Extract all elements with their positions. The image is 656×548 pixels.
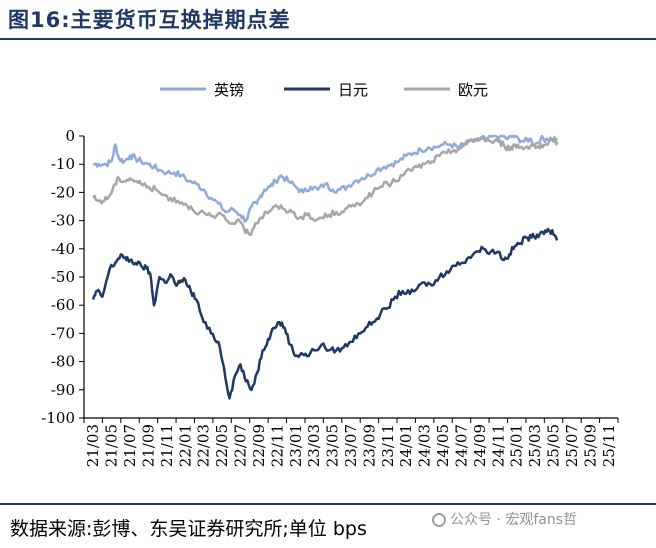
wechat-icon [432,513,446,527]
top-rule [0,38,656,40]
x-tick-label: 24/07 [452,424,470,467]
y-tick-label: -50 [51,268,75,286]
series-line-1 [91,227,559,400]
x-tick-label: 24/01 [397,424,415,467]
series-line-2 [92,136,559,236]
y-tick-label: -100 [41,409,75,427]
x-tick-label: 22/01 [176,424,194,467]
x-tick-label: 21/11 [158,424,176,467]
figure-title: 图16:主要货币互换掉期点差 [8,8,291,32]
x-tick-label: 23/11 [379,424,397,467]
x-tick-label: 25/11 [600,424,618,467]
legend-label: 日元 [338,81,368,99]
y-tick-label: -90 [51,381,75,399]
x-tick-label: 22/07 [232,424,250,467]
y-tick-label: -80 [51,353,75,371]
figure-header: 图16:主要货币互换掉期点差 [0,0,656,40]
legend-label: 欧元 [458,81,488,99]
watermark-text: 公众号 · 宏观fans哲 [450,512,578,528]
x-tick-label: 24/11 [489,424,507,467]
y-tick-label: -70 [51,324,75,342]
x-tick-label: 25/05 [545,424,563,467]
y-tick-label: -10 [51,155,75,173]
x-tick-label: 25/01 [508,424,526,467]
x-tick-label: 25/09 [581,424,599,467]
y-tick-label: -60 [51,296,75,314]
bottom-rule [0,503,656,505]
y-tick-label: -40 [51,240,75,258]
x-tick-label: 22/05 [213,424,231,467]
x-tick-label: 22/03 [195,424,213,467]
x-tick-label: 25/03 [526,424,544,467]
x-tick-label: 23/09 [360,424,378,467]
x-tick-label: 23/05 [324,424,342,467]
legend-label: 英镑 [214,81,244,99]
y-tick-label: 0 [65,127,75,145]
x-tick-label: 22/11 [268,424,286,467]
x-tick-label: 23/03 [305,424,323,467]
x-tick-label: 25/07 [563,424,581,467]
source-note: 数据来源:彭博、东吴证券研究所;单位 bps [10,518,367,540]
x-tick-label: 24/09 [471,424,489,467]
x-tick-label: 21/03 [84,424,102,467]
x-tick-label: 22/09 [250,424,268,467]
x-tick-label: 21/09 [139,424,157,467]
x-tick-label: 23/07 [342,424,360,467]
y-tick-label: -30 [51,212,75,230]
watermark: 公众号 · 宏观fans哲 [432,509,577,529]
x-tick-label: 23/01 [287,424,305,467]
x-tick-label: 21/07 [121,424,139,467]
x-tick-label: 21/05 [103,424,121,467]
x-tick-label: 24/03 [416,424,434,467]
series-line-0 [93,134,559,223]
y-tick-label: -20 [51,183,75,201]
x-tick-label: 24/05 [434,424,452,467]
